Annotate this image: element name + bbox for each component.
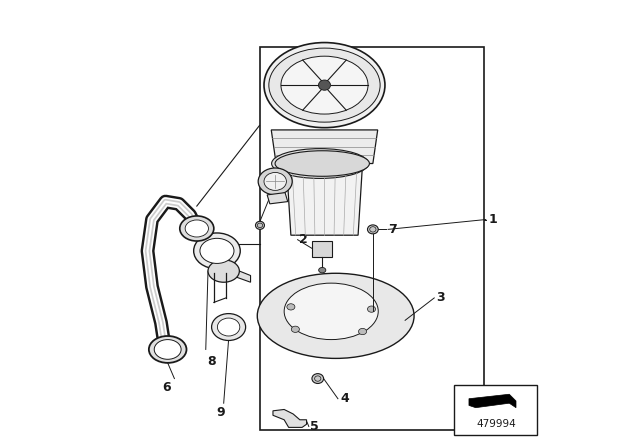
Ellipse shape — [258, 168, 292, 195]
Ellipse shape — [367, 225, 378, 234]
Ellipse shape — [319, 80, 330, 90]
Ellipse shape — [284, 283, 378, 340]
Text: 5: 5 — [310, 420, 319, 433]
Polygon shape — [271, 130, 378, 164]
Ellipse shape — [208, 260, 239, 282]
Ellipse shape — [319, 267, 326, 273]
Ellipse shape — [264, 43, 385, 128]
Ellipse shape — [271, 149, 369, 178]
Text: 10: 10 — [259, 178, 276, 191]
Ellipse shape — [275, 151, 369, 176]
Text: 3: 3 — [436, 291, 445, 305]
Text: 2: 2 — [299, 233, 308, 246]
Ellipse shape — [367, 306, 376, 312]
Polygon shape — [228, 267, 251, 282]
Ellipse shape — [212, 314, 246, 340]
Polygon shape — [273, 409, 307, 427]
Ellipse shape — [358, 328, 367, 335]
Ellipse shape — [154, 340, 181, 359]
Ellipse shape — [185, 220, 209, 237]
Ellipse shape — [264, 172, 287, 190]
Ellipse shape — [312, 374, 324, 383]
Ellipse shape — [255, 221, 264, 229]
Polygon shape — [287, 164, 362, 235]
Text: 4: 4 — [340, 392, 349, 405]
Ellipse shape — [200, 238, 234, 263]
Polygon shape — [267, 193, 288, 204]
Polygon shape — [469, 394, 516, 408]
Text: 9: 9 — [216, 406, 225, 419]
Ellipse shape — [194, 233, 240, 269]
Text: 7: 7 — [388, 223, 397, 236]
Bar — [312, 241, 332, 257]
Bar — [260, 47, 484, 430]
Ellipse shape — [291, 326, 300, 332]
Ellipse shape — [149, 336, 186, 363]
Ellipse shape — [257, 273, 414, 358]
Ellipse shape — [281, 56, 368, 114]
Text: 479994: 479994 — [476, 419, 516, 429]
Text: 8: 8 — [207, 355, 216, 368]
Bar — [454, 385, 538, 435]
Ellipse shape — [287, 304, 295, 310]
Text: 6: 6 — [163, 381, 171, 394]
Ellipse shape — [180, 216, 214, 241]
Ellipse shape — [218, 318, 240, 336]
Text: 1: 1 — [488, 213, 497, 226]
Ellipse shape — [269, 48, 380, 122]
